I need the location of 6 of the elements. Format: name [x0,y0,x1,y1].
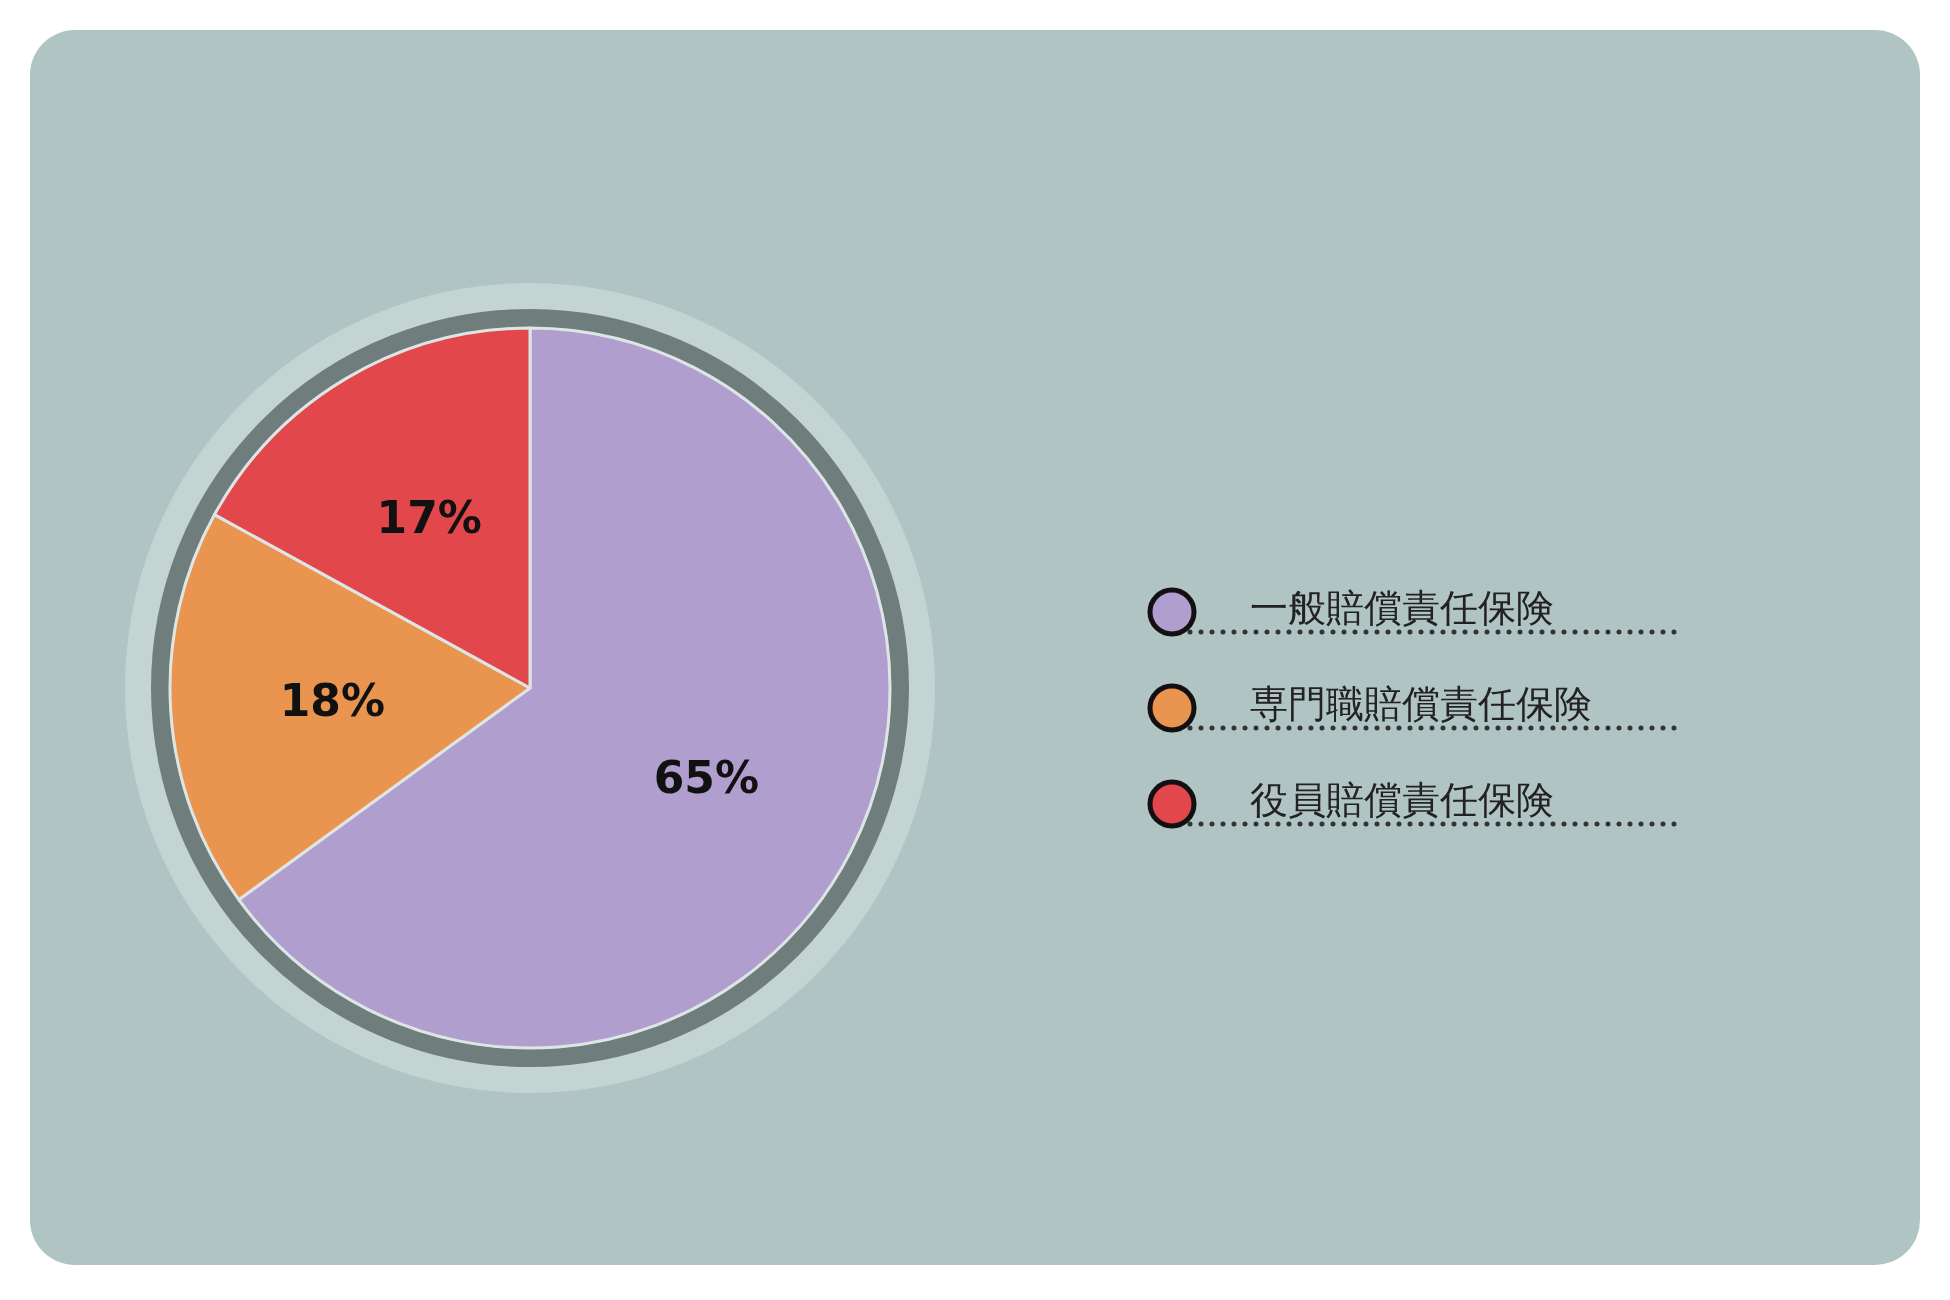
data-label: 17% [376,492,482,544]
legend-label: 専門職賠償責任保険 [1250,682,1592,726]
legend-label: 一般賠償責任保険 [1250,586,1554,630]
data-label: 65% [653,752,760,804]
legend-label: 役員賠償責任保険 [1250,778,1554,822]
data-label: 18% [279,674,386,726]
